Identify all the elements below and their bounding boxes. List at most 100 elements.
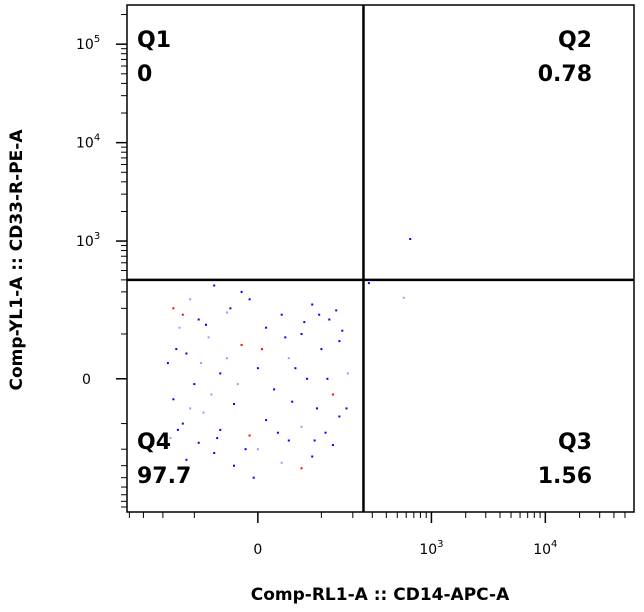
data-point — [331, 393, 334, 396]
quadrant-name-q4: Q4 — [137, 430, 171, 455]
data-point — [185, 458, 188, 461]
data-point — [213, 284, 216, 287]
data-point — [225, 311, 228, 314]
data-point — [280, 461, 283, 464]
x-tick-label: 104 — [533, 539, 557, 558]
y-tick-exponent: 3 — [94, 231, 100, 242]
quadrant-name-q3: Q3 — [558, 430, 592, 455]
data-point — [189, 407, 192, 410]
data-point — [197, 318, 200, 321]
data-point — [313, 439, 316, 442]
data-point — [176, 428, 179, 431]
data-point — [265, 419, 268, 422]
y-tick-exponent: 5 — [94, 34, 100, 45]
data-point — [291, 400, 294, 403]
data-point — [185, 352, 188, 355]
quadrant-name-q2: Q2 — [558, 28, 592, 53]
plot-frame — [126, 4, 635, 513]
y-tick-exponent: 4 — [94, 133, 100, 144]
quadrant-value-q2: 0.78 — [538, 62, 592, 87]
data-point — [341, 329, 344, 332]
quadrant-value-q1: 0 — [137, 62, 152, 87]
y-axis-ticks: 0 103 104 105 — [76, 14, 127, 508]
y-tick-label: 105 — [76, 34, 100, 53]
data-point — [280, 313, 283, 316]
data-point — [205, 323, 207, 326]
data-point — [178, 326, 181, 329]
data-point — [326, 377, 329, 380]
data-point — [207, 336, 210, 339]
x-axis-title: Comp-RL1-A :: CD14-APC-A — [251, 585, 510, 605]
data-point — [402, 296, 405, 299]
quadrant-name-q1: Q1 — [137, 28, 171, 53]
data-point — [172, 398, 175, 401]
data-point — [181, 422, 184, 425]
data-point — [181, 313, 184, 316]
x-tick-exponent: 3 — [437, 539, 443, 550]
data-point — [300, 333, 303, 335]
data-point — [328, 318, 331, 321]
y-axis-title: Comp-YL1-A :: CD33-R-PE-A — [7, 129, 27, 391]
data-point — [166, 362, 169, 365]
data-point — [219, 372, 222, 375]
data-point — [320, 348, 323, 351]
data-point — [252, 476, 255, 479]
data-point — [311, 455, 314, 458]
data-point — [213, 452, 216, 454]
data-point — [240, 290, 243, 293]
data-point — [236, 383, 239, 386]
y-tick-label: 104 — [76, 133, 100, 152]
data-point — [261, 348, 263, 351]
data-point — [300, 425, 303, 428]
data-point — [229, 307, 232, 310]
data-point — [197, 441, 200, 444]
data-point — [287, 357, 290, 360]
data-point — [189, 298, 192, 301]
points-layer — [166, 238, 412, 479]
data-point — [318, 313, 321, 316]
data-point — [284, 336, 287, 339]
data-point — [311, 303, 314, 306]
data-point — [294, 367, 297, 370]
data-point — [233, 403, 235, 405]
x-tick-label: 103 — [419, 539, 443, 558]
x-tick-exponent: 4 — [551, 539, 557, 550]
data-point — [287, 439, 290, 442]
data-point — [233, 464, 235, 467]
data-point — [244, 448, 247, 451]
data-point — [409, 238, 412, 240]
y-tick-label: 103 — [76, 231, 100, 250]
x-axis-ticks: 0 103 104 — [128, 512, 626, 558]
data-point — [338, 415, 341, 418]
data-point — [248, 434, 251, 437]
data-point — [345, 407, 348, 410]
data-point — [240, 344, 243, 346]
data-point — [193, 383, 196, 386]
data-point — [335, 309, 338, 312]
data-point — [202, 411, 205, 414]
data-point — [216, 437, 219, 440]
data-point — [306, 377, 309, 380]
data-point — [331, 444, 334, 447]
quadrant-value-q4: 97.7 — [137, 464, 191, 489]
x-tick-label: 0 — [253, 542, 262, 558]
quadrant-value-q3: 1.56 — [538, 464, 592, 489]
data-point — [219, 428, 222, 431]
data-point — [300, 467, 303, 470]
data-point — [200, 362, 203, 365]
data-point — [273, 388, 276, 391]
data-point — [256, 448, 259, 451]
data-point — [225, 357, 228, 360]
data-point — [276, 431, 279, 434]
data-point — [248, 298, 251, 301]
y-tick-label: 0 — [82, 372, 91, 388]
data-point — [316, 407, 318, 410]
data-point — [346, 372, 349, 375]
data-point — [324, 431, 327, 434]
data-point — [169, 437, 172, 440]
data-point — [256, 367, 259, 370]
data-point — [303, 321, 306, 324]
data-point — [338, 340, 341, 343]
